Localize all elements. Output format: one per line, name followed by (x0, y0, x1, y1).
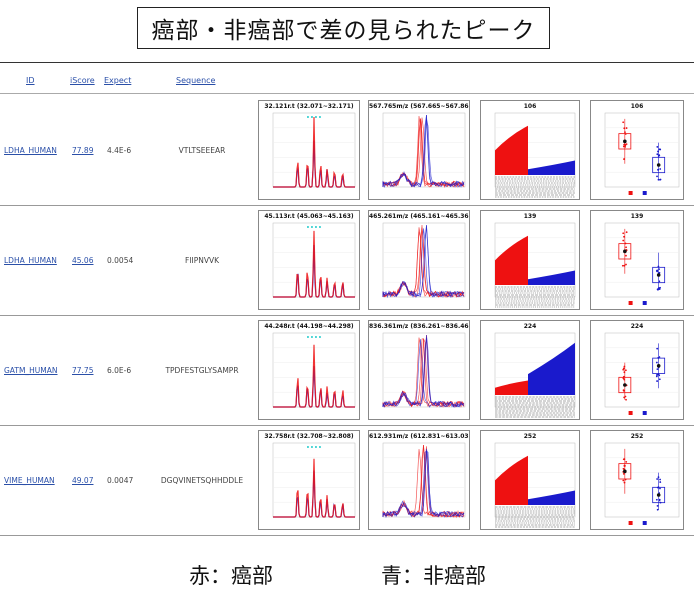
column-header-expect[interactable]: Expect (104, 76, 132, 85)
ranked-intensity-panel-plot (494, 222, 576, 308)
mass-spectrum-panel-plot (272, 112, 356, 188)
panel-title: 106 (523, 103, 537, 110)
score-link[interactable]: 77.89 (72, 146, 94, 155)
chromatogram-panel-plot (382, 332, 466, 408)
color-legend: 赤：癌部 青：非癌部 (0, 538, 694, 600)
panel-title: 612.931m/z (612.831~613.031) (369, 433, 470, 440)
expect-value: 4.4E-6 (107, 146, 132, 155)
expect-value: 0.0054 (107, 256, 134, 265)
chromatogram-panel: 567.765m/z (567.665~567.865) (368, 100, 470, 200)
panel-title: 106 (630, 103, 644, 110)
panel-title: 567.765m/z (567.665~567.865) (369, 103, 470, 110)
panel-title: 224 (523, 323, 537, 330)
table-row: GATM_HUMAN 77.75 6.0E-6 TPDFESTGLYSAMPR 4… (0, 316, 694, 426)
boxplot-panel-plot (604, 112, 680, 195)
column-header-score[interactable]: iScore (70, 76, 95, 85)
table-row: VIME_HUMAN 49.07 0.0047 DGQVINETSQHHDDLE… (0, 426, 694, 536)
boxplot-panel: 224 (590, 320, 684, 420)
expect-value: 6.0E-6 (107, 366, 132, 375)
ranked-intensity-panel: 139 (480, 210, 580, 310)
panel-title: 44.248r.t (44.198~44.298) (264, 323, 354, 330)
expect-value: 0.0047 (107, 476, 134, 485)
panel-title: 252 (630, 433, 644, 440)
column-header-id[interactable]: ID (26, 76, 35, 85)
protein-id-link[interactable]: VIME_HUMAN (4, 476, 55, 485)
mass-spectrum-panel-plot (272, 222, 356, 298)
mass-spectrum-panel: 32.758r.t (32.708~32.808) (258, 430, 360, 530)
panel-title: 224 (630, 323, 644, 330)
mass-spectrum-panel: 44.248r.t (44.198~44.298) (258, 320, 360, 420)
ranked-intensity-panel: 106 (480, 100, 580, 200)
panel-title: 139 (523, 213, 537, 220)
ranked-intensity-panel: 224 (480, 320, 580, 420)
chromatogram-panel: 465.261m/z (465.161~465.361) (368, 210, 470, 310)
ranked-intensity-panel: 252 (480, 430, 580, 530)
panel-title: 139 (630, 213, 644, 220)
boxplot-panel: 106 (590, 100, 684, 200)
mass-spectrum-panel: 45.113r.t (45.063~45.163) (258, 210, 360, 310)
legend-red-cancer: 赤：癌部 (189, 564, 273, 588)
boxplot-panel: 252 (590, 430, 684, 530)
table-row: LDHA_HUMAN 77.89 4.4E-6 VTLTSEEEAR 32.121… (0, 96, 694, 206)
protein-id-link[interactable]: GATM_HUMAN (4, 366, 58, 375)
peptide-sequence: TPDFESTGLYSAMPR (165, 366, 239, 375)
peptide-sequence: DGQVINETSQHHDDLE (160, 476, 244, 485)
column-header-sequence[interactable]: Sequence (176, 76, 216, 85)
protein-id-link[interactable]: LDHA_HUMAN (4, 146, 57, 155)
peptide-sequence: VTLTSEEEAR (178, 146, 226, 155)
panel-title: 32.758r.t (32.708~32.808) (264, 433, 354, 440)
panel-title: 252 (523, 433, 537, 440)
peptide-sequence: FIIPNVVK (184, 256, 220, 265)
score-link[interactable]: 45.06 (72, 256, 94, 265)
ranked-intensity-panel-plot (494, 112, 576, 198)
panel-title: 836.361m/z (836.261~836.461) (369, 323, 470, 330)
boxplot-panel-plot (604, 222, 680, 305)
mass-spectrum-panel-plot (272, 442, 356, 518)
chromatogram-panel-plot (382, 112, 466, 189)
protein-id-link[interactable]: LDHA_HUMAN (4, 256, 57, 265)
chromatogram-panel-plot (382, 442, 466, 519)
score-link[interactable]: 49.07 (72, 476, 94, 485)
panel-title: 32.121r.t (32.071~32.171) (264, 103, 354, 110)
boxplot-panel-plot (604, 332, 680, 415)
boxplot-panel: 139 (590, 210, 684, 310)
mass-spectrum-panel: 32.121r.t (32.071~32.171) (258, 100, 360, 200)
table-row: LDHA_HUMAN 45.06 0.0054 FIIPNVVK 45.113r.… (0, 206, 694, 316)
panel-title: 465.261m/z (465.161~465.361) (369, 213, 470, 220)
score-link[interactable]: 77.75 (72, 366, 94, 375)
boxplot-panel-plot (604, 442, 680, 525)
mass-spectrum-panel-plot (272, 332, 356, 408)
panel-title: 45.113r.t (45.063~45.163) (264, 213, 354, 220)
legend-blue-noncancer: 青：非癌部 (381, 564, 486, 588)
page-title: 癌部・非癌部で差の見られたピーク (137, 7, 550, 49)
ranked-intensity-panel-plot (494, 442, 576, 528)
chromatogram-panel-plot (382, 222, 466, 299)
results-table-header: ID iScore Expect Sequence (0, 62, 694, 94)
chromatogram-panel: 836.361m/z (836.261~836.461) (368, 320, 470, 420)
ranked-intensity-panel-plot (494, 332, 576, 418)
chromatogram-panel: 612.931m/z (612.831~613.031) (368, 430, 470, 530)
